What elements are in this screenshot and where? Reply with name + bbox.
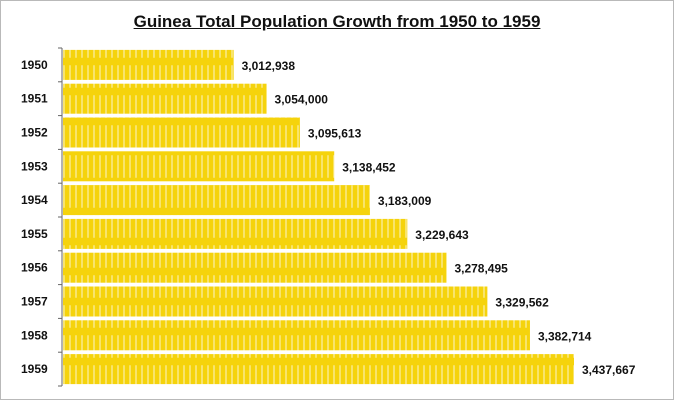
y-tick-label-1955: 1955 (21, 227, 48, 241)
y-tick-label-1950: 1950 (21, 58, 48, 72)
bar-1957 (63, 286, 488, 317)
y-tick-label-1954: 1954 (21, 193, 48, 207)
data-label-1951: 3,054,000 (275, 93, 329, 107)
y-tick-label-1957: 1957 (21, 295, 48, 309)
bar-1950 (63, 49, 234, 80)
data-label-1953: 3,138,452 (342, 160, 396, 174)
bar-1958 (63, 320, 530, 351)
y-tick-label-1952: 1952 (21, 126, 48, 140)
data-label-1955: 3,229,643 (415, 228, 469, 242)
bar-1955 (63, 218, 408, 249)
y-tick-label-1951: 1951 (21, 92, 48, 106)
bar-1952 (63, 117, 300, 148)
y-tick-label-1953: 1953 (21, 159, 48, 173)
data-label-1950: 3,012,938 (242, 59, 296, 73)
data-label-1958: 3,382,714 (538, 329, 592, 343)
y-tick-label-1956: 1956 (21, 261, 48, 275)
bar-1956 (63, 252, 447, 283)
y-tick-label-1958: 1958 (21, 328, 48, 342)
data-label-1954: 3,183,009 (378, 194, 432, 208)
data-label-1952: 3,095,613 (308, 127, 362, 141)
bar-1951 (63, 83, 267, 114)
bar-1959 (63, 354, 574, 385)
data-label-1956: 3,278,495 (454, 262, 508, 276)
bar-1953 (63, 151, 335, 182)
chart-title: Guinea Total Population Growth from 1950… (133, 12, 541, 31)
y-tick-label-1959: 1959 (21, 362, 48, 376)
data-label-1959: 3,437,667 (582, 363, 636, 377)
data-label-1957: 3,329,562 (495, 296, 549, 310)
bar-1954 (63, 185, 370, 216)
